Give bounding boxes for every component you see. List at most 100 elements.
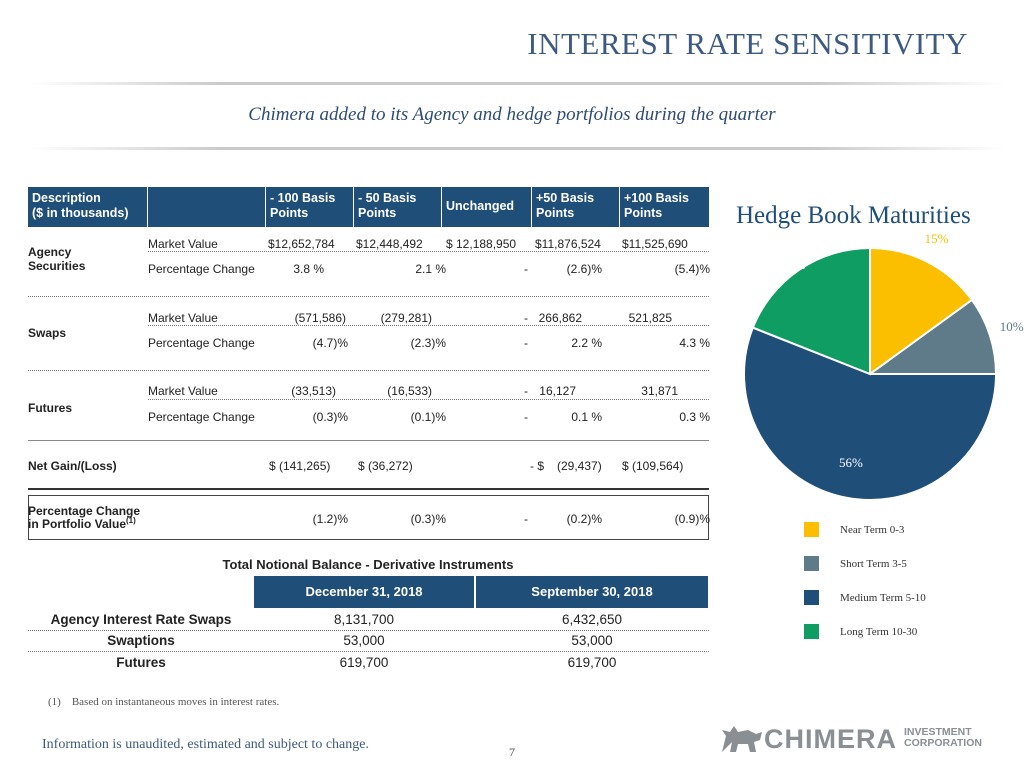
- header-unchanged-label: Unchanged: [446, 199, 515, 213]
- legend-label: Short Term 3-5: [840, 558, 907, 570]
- agency-row-divider: [148, 251, 709, 252]
- swaps-mv-unch: -: [524, 311, 528, 325]
- net-p50: (29,437): [557, 459, 602, 473]
- legend-label: Near Term 0-3: [840, 524, 905, 536]
- agency-mv-m50: $12,448,492: [356, 237, 423, 251]
- pie-slice-near-term-0-3: [869, 246, 974, 376]
- futures-pc-m50: (0.1)%: [410, 410, 446, 424]
- header-minus-100-line2: Points: [270, 206, 309, 220]
- legend-label: Long Term 10-30: [840, 626, 918, 638]
- swaps-section-divider: [28, 370, 709, 371]
- notional-header-dec: December 31, 2018: [254, 576, 474, 608]
- notional-row-divider: [28, 651, 709, 652]
- legend-swatch: [804, 624, 819, 639]
- net-top-border: [28, 440, 709, 441]
- portfolio-value-box: [28, 495, 709, 540]
- futures-mv-m50: (16,533): [387, 384, 432, 398]
- notional-row-sep: 6,432,650: [561, 612, 623, 627]
- swaps-label: Swaps: [28, 326, 67, 340]
- agency-mv-label: Market Value: [148, 237, 218, 251]
- agency-pc-m50: 2.1 %: [415, 262, 446, 276]
- chart-title: Hedge Book Maturities: [736, 202, 971, 229]
- agency-mv-unch: $ 12,188,950: [446, 237, 517, 251]
- portfolio-footnote-marker: (1): [126, 516, 136, 525]
- sensitivity-table-header: Description ($ in thousands) - 100 Basis…: [28, 187, 709, 227]
- header-spacer: [148, 187, 266, 227]
- portfolio-m100: (1.2)%: [312, 512, 348, 526]
- portfolio-label-2: in Portfolio Value(1): [28, 516, 136, 531]
- legend-swatch: [804, 590, 819, 605]
- swaps-mv-m50: (279,281): [380, 311, 432, 325]
- chimera-beast-icon: [722, 726, 762, 752]
- header-minus-50-line2: Points: [358, 206, 397, 220]
- futures-mv-p100: 31,871: [641, 384, 678, 398]
- header-plus-50-line2: Points: [536, 206, 575, 220]
- swaps-pc-m100: (4.7)%: [312, 336, 348, 350]
- header-description-line2: ($ in thousands): [32, 206, 129, 220]
- logo-subtitle-line2: CORPORATION: [904, 737, 982, 749]
- swaps-row-divider: [148, 325, 709, 326]
- pie-data-label: 56%: [839, 455, 863, 471]
- agency-mv-p100: $11,525,690: [622, 237, 688, 251]
- futures-pc-p100: 0.3 %: [679, 410, 710, 424]
- notional-row-label: Swaptions: [107, 633, 175, 648]
- notional-row-dec: 53,000: [343, 633, 385, 648]
- header-unchanged: Unchanged: [442, 187, 532, 227]
- notional-row-label: Futures: [116, 655, 166, 670]
- notional-row-divider: [28, 630, 709, 631]
- notional-row-sep: 53,000: [571, 633, 613, 648]
- net-label: Net Gain/(Loss): [28, 459, 117, 473]
- title-divider: [30, 82, 1005, 85]
- notional-row-dec: 8,131,700: [333, 612, 395, 627]
- header-minus-50-line1: - 50 Basis: [358, 191, 417, 205]
- pie-slice-long-term-10-30: [751, 246, 871, 376]
- agency-pc-label: Percentage Change: [148, 262, 255, 276]
- agency-label-2: Securities: [28, 259, 86, 273]
- futures-mv-label: Market Value: [148, 384, 218, 398]
- swaps-mv-label: Market Value: [148, 311, 218, 325]
- net-p100: $ (109,564): [622, 459, 684, 473]
- portfolio-label-1: Percentage Change: [28, 504, 141, 518]
- futures-label: Futures: [28, 401, 73, 415]
- legend-swatch: [804, 522, 819, 537]
- portfolio-p100: (0.9)%: [674, 512, 710, 526]
- pie-data-label: 15%: [924, 231, 949, 247]
- page-subtitle: Chimera added to its Agency and hedge po…: [248, 104, 776, 125]
- pie-data-label: 10%: [999, 319, 1024, 335]
- notional-row-sep: 619,700: [567, 655, 617, 670]
- futures-pc-m100: (0.3)%: [312, 410, 348, 424]
- agency-mv-m100: $12,652,784: [268, 237, 335, 251]
- header-plus-100-line1: +100 Basis: [624, 191, 689, 205]
- logo-subtitle-line1: INVESTMENT: [904, 726, 972, 738]
- agency-pc-unch: -: [524, 262, 528, 276]
- hedge-book-pie-chart: [743, 246, 998, 501]
- futures-mv-p50: 16,127: [539, 384, 576, 398]
- header-minus-100-line1: - 100 Basis: [270, 191, 336, 205]
- pie-slice-medium-term-5-10: [743, 326, 998, 501]
- swaps-pc-m50: (2.3)%: [410, 336, 446, 350]
- notional-header-sep: September 30, 2018: [476, 576, 708, 608]
- futures-pc-label: Percentage Change: [148, 410, 255, 424]
- header-minus-100: - 100 Basis Points: [266, 187, 354, 227]
- agency-pc-p100: (5.4)%: [674, 262, 710, 276]
- agency-mv-p50: $11,876,524: [535, 237, 601, 251]
- disclaimer: Information is unaudited, estimated and …: [42, 737, 369, 752]
- swaps-pc-label: Percentage Change: [148, 336, 255, 350]
- logo-wordmark: CHIMERA: [764, 724, 897, 754]
- notional-row-label: Agency Interest Rate Swaps: [50, 612, 232, 627]
- pie-slice-short-term-3-5: [866, 298, 998, 375]
- swaps-pc-unch: -: [524, 336, 528, 350]
- net-m100: $ (141,265): [269, 459, 331, 473]
- agency-pc-p50: (2.6)%: [566, 262, 602, 276]
- page-title: INTEREST RATE SENSITIVITY: [527, 26, 968, 61]
- header-plus-50-line1: +50 Basis: [536, 191, 595, 205]
- swaps-pc-p50: 2.2 %: [571, 336, 602, 350]
- futures-pc-unch: -: [524, 410, 528, 424]
- legend-swatch: [804, 556, 819, 571]
- futures-mv-unch: -: [524, 384, 528, 398]
- header-description-line1: Description: [32, 191, 101, 205]
- portfolio-unch: -: [524, 512, 528, 526]
- swaps-mv-p50: 266,862: [538, 311, 582, 325]
- futures-pc-p50: 0.1 %: [571, 410, 602, 424]
- header-plus-50: +50 Basis Points: [532, 187, 620, 227]
